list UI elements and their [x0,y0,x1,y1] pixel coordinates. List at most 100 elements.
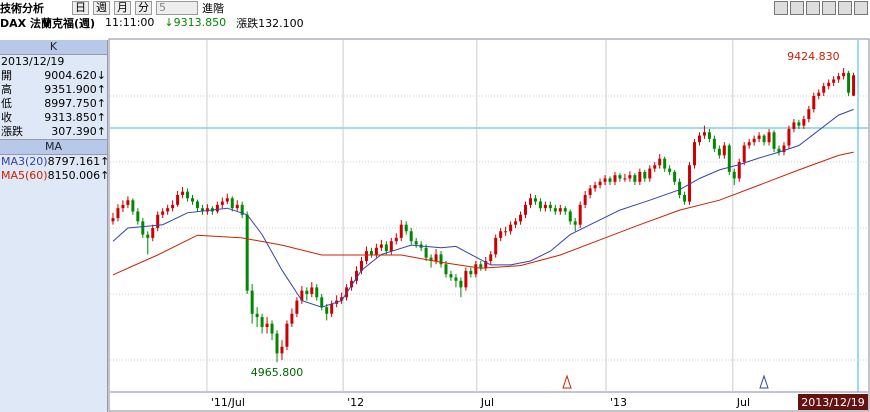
candle-body [424,247,428,258]
candle-body [797,122,801,126]
title: 技術分析 [0,1,44,15]
candle-body [499,231,503,238]
candle-body [280,346,284,354]
tool[interactable] [822,1,836,15]
period-btn[interactable]: 分 [135,0,152,15]
price: ↓9313.850 [164,16,227,29]
candle-body [722,145,726,156]
row-value: 9313.850↑ [44,111,106,124]
candle-body [747,142,751,146]
candle-body [787,128,791,146]
candle-body [792,122,796,129]
advanced-btn[interactable]: 進階 [202,1,224,15]
row-value: 307.390↑ [51,125,106,138]
annotation: 9424.830 [787,50,840,63]
candle-body [220,201,224,205]
candle-body [255,313,259,318]
candle-body [484,260,488,268]
info-row: 高 9351.900↑ [0,83,107,97]
candle-body [379,244,383,248]
candle-body [533,198,537,202]
candle-body [618,175,622,179]
time: 11:11:00 [105,16,155,29]
candle-body [852,75,856,96]
candle-body [111,218,115,222]
candle-body [812,95,816,110]
candle-body [623,178,627,180]
candle-body [509,224,513,232]
candle-body [568,211,572,222]
candle-body [648,168,652,179]
candle-body [444,264,448,275]
tool-icons [774,1,868,15]
candle-body [161,211,165,215]
candle-body [732,171,736,179]
candle-body [727,145,731,172]
tool[interactable] [790,1,804,15]
candle-body [315,287,319,298]
row-value: 8150.006↑ [47,169,110,182]
candle-body [136,211,140,222]
candle-body [772,132,776,149]
candle-body [837,76,841,80]
panel-header: MA [0,139,107,155]
candle-body [126,200,130,205]
candle-body [474,264,478,275]
ma-line [112,108,854,308]
candle-body [847,72,851,93]
candle-body [310,287,314,294]
candle-body [658,158,662,166]
candle-body [409,231,413,242]
candle-body [389,241,393,252]
candle-body [777,148,781,153]
candle-body [707,132,711,139]
x-tick-label: '11/Jul [211,396,245,409]
candle-body [300,290,304,301]
symbol: DAX 法蘭克福(週) [0,16,96,30]
candle-body [429,257,433,261]
candle-body [693,142,697,166]
row-label: 低 [1,97,12,110]
candle-body [757,135,761,139]
tool[interactable] [806,1,820,15]
candle-body [588,188,592,195]
row-value: 9351.900↑ [44,83,106,96]
candle-body [822,86,826,93]
candle-body [578,204,582,225]
period-btn[interactable]: 日 [72,0,89,15]
candle-body [762,135,766,143]
ma-line [112,151,854,276]
cursor-box [798,394,868,410]
info-row: 低 8997.750↑ [0,97,107,111]
row-label: 高 [1,83,12,96]
annotation: 4965.800 [251,366,304,379]
candle-body [524,204,528,215]
candle-body [459,280,463,288]
candle-body [673,171,677,182]
period-btn[interactable]: 月 [114,0,131,15]
candle-body [678,181,682,195]
candle-body [469,270,473,275]
candle-body [181,191,185,195]
candle-body [528,198,532,205]
candle-body [191,198,195,202]
candle-body [384,244,388,252]
candle-body [270,323,274,334]
candle-body [116,208,120,219]
tool[interactable] [774,1,788,15]
plot-frame [108,38,870,412]
candle-body [205,208,209,212]
period-btn[interactable]: 週 [93,0,110,15]
candle-body [548,204,552,209]
candle-body [305,290,309,294]
row-label: MA5(60) [1,169,48,182]
candle-body [320,297,324,308]
tool[interactable] [838,1,852,15]
candle-body [235,204,239,209]
tool[interactable] [854,1,868,15]
candle-body [325,307,329,314]
candle-body [265,323,269,327]
count-select[interactable]: 5 [156,0,198,15]
candle-body [519,214,523,222]
info-row: 收 9313.850↑ [0,111,107,125]
